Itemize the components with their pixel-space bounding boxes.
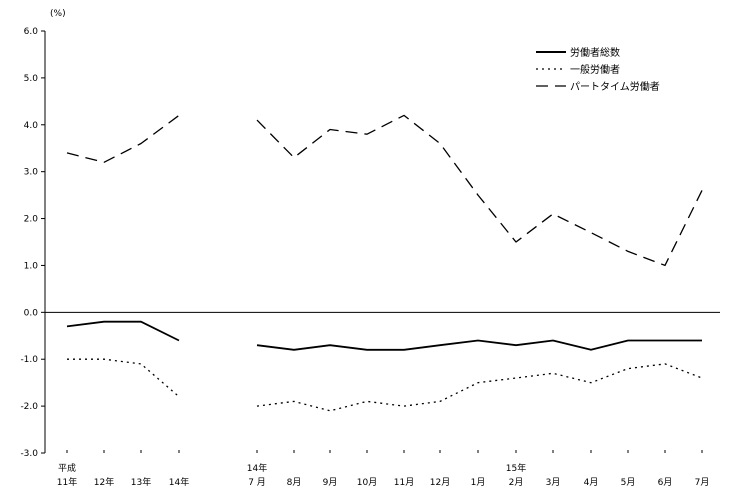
x-tick-label-top: 14年 — [247, 462, 267, 474]
series-line-0-segment-0 — [66, 320, 180, 342]
y-tick-label: 6.0 — [24, 27, 39, 37]
series-line-1-segment-0 — [67, 358, 180, 398]
legend-label-0: 労働者総数 — [570, 46, 620, 59]
y-tick-label: -3.0 — [20, 449, 38, 459]
y-tick-label: 3.0 — [24, 168, 39, 178]
x-tick-label: 8月 — [287, 477, 302, 488]
x-tick-label: 4月 — [584, 477, 599, 488]
x-tick-label: 11月 — [394, 477, 414, 488]
y-tick-label: -1.0 — [20, 355, 38, 365]
x-tick-label: 7 月 — [248, 477, 266, 488]
x-tick-label: 12年 — [94, 476, 114, 488]
x-tick-label: 5月 — [621, 477, 636, 488]
y-tick-label: 0.0 — [24, 308, 39, 318]
x-tick-label: 7月 — [695, 477, 710, 488]
legend-label-2: パートタイム労働者 — [570, 80, 660, 93]
legend: 労働者総数 一般労働者 パートタイム労働者 — [536, 46, 660, 93]
legend-label-1: 一般労働者 — [570, 63, 620, 76]
unit-label: (%) — [50, 9, 66, 19]
x-tick-label-top: 平成 — [58, 462, 76, 474]
x-tick-label: 12月 — [430, 477, 450, 488]
x-tick-label: 9月 — [323, 477, 338, 488]
x-tick-label: 1月 — [471, 477, 486, 488]
x-tick-label: 10月 — [357, 477, 377, 488]
series-line-1-segment-1 — [256, 363, 703, 412]
x-tick-label: 2月 — [509, 477, 524, 488]
x-axis: 11年 12年 13年 14年 7 月 8月 9月 10月 11月 12月 1月 2月 3月 4月 5月 6月… — [45, 311, 720, 488]
x-tick-label: 3月 — [546, 477, 561, 488]
y-axis: 6.0 5.0 4.0 3.0 2.0 1.0 0.0 -1.0 -2.0 -3.0 — [20, 27, 46, 459]
x-tick-label-top: 15年 — [506, 462, 526, 474]
series-line-2-segment-1 — [256, 114, 703, 267]
series-line-0-segment-1 — [256, 339, 702, 351]
x-tick-label: 6月 — [658, 477, 673, 488]
y-tick-label: 5.0 — [24, 74, 39, 84]
series-lines — [66, 114, 703, 412]
y-tick-label: 2.0 — [24, 215, 39, 225]
series-line-2-segment-0 — [66, 114, 180, 163]
y-tick-label: 1.0 — [24, 261, 39, 271]
x-tick-label: 13年 — [131, 476, 151, 488]
y-tick-label: -2.0 — [20, 402, 38, 412]
x-tick-label: 14年 — [169, 476, 189, 488]
y-tick-label: 4.0 — [24, 121, 39, 131]
x-tick-label: 11年 — [57, 476, 77, 488]
